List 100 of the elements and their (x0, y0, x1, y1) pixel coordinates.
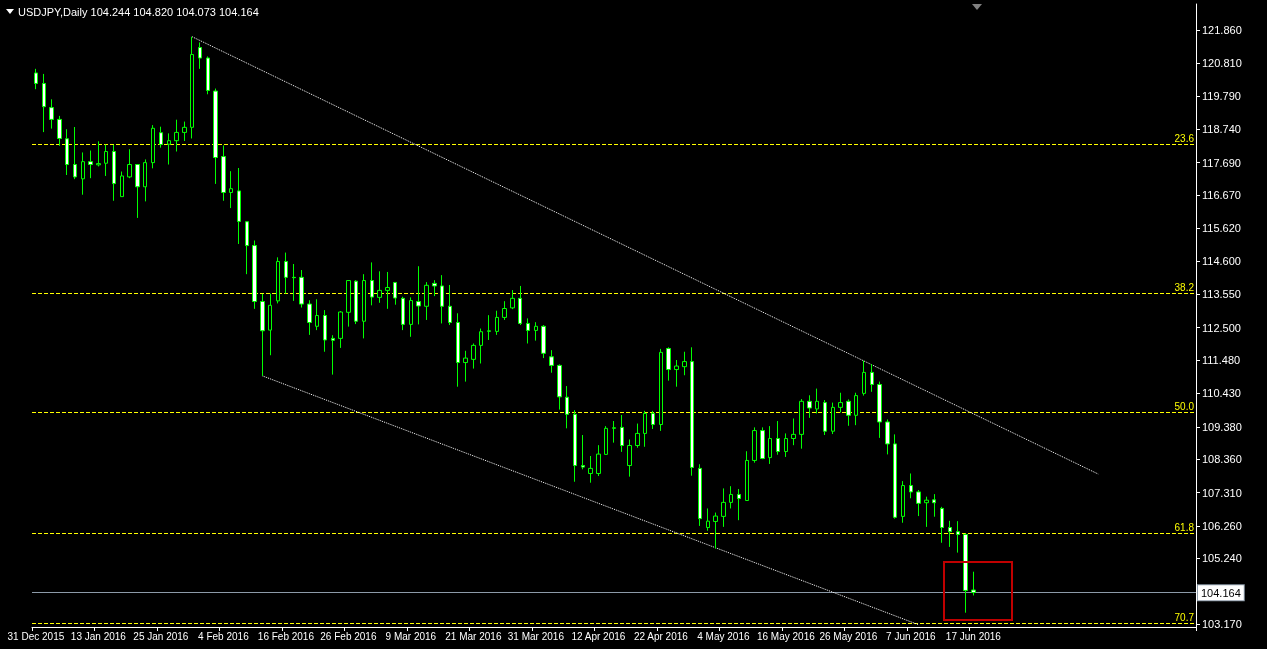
x-tick-label: 16 May 2016 (756, 630, 816, 642)
candlestick (854, 392, 858, 426)
candlestick (34, 68, 38, 90)
candlestick (948, 520, 952, 548)
candlestick (315, 298, 319, 331)
y-tick-label: 121.860 (1202, 24, 1242, 37)
candlestick (245, 221, 249, 275)
candlestick (88, 150, 93, 179)
candlestick (190, 36, 194, 139)
candlestick (776, 420, 780, 456)
x-tick-label: 21 Mar 2016 (445, 630, 502, 642)
candlestick (416, 265, 421, 325)
candlestick (401, 296, 405, 331)
y-tick-label: 108.360 (1202, 453, 1242, 466)
candlestick (846, 398, 851, 427)
candlestick (346, 280, 351, 328)
x-tick-label: 26 Feb 2016 (320, 630, 377, 642)
candlestick (643, 410, 647, 448)
candlestick (104, 143, 108, 177)
candlestick (331, 334, 335, 376)
candlestick (213, 88, 218, 185)
candlestick (448, 284, 452, 326)
candlestick (690, 346, 694, 477)
candlestick (237, 167, 241, 245)
candlestick (893, 433, 897, 520)
candlestick (112, 144, 116, 202)
candlestick (276, 256, 280, 304)
candlestick (737, 488, 741, 521)
candlestick (338, 310, 343, 349)
candlestick (479, 328, 483, 364)
candlestick (666, 346, 671, 382)
candlestick (354, 279, 358, 325)
candlestick (143, 158, 147, 202)
candlestick (206, 55, 210, 95)
candlestick (440, 274, 444, 324)
candlestick (167, 132, 171, 166)
candlestick (557, 363, 562, 411)
candlestick (370, 261, 374, 306)
annotation: 50.0 (1174, 400, 1195, 412)
candlestick (81, 151, 85, 196)
candlestick (706, 507, 710, 532)
candlestick (549, 349, 554, 374)
candlestick (596, 444, 601, 477)
candlestick (698, 463, 702, 527)
candlestick (182, 121, 187, 142)
candlestick (815, 388, 819, 414)
candlestick (682, 351, 687, 376)
x-tick-label: 9 Mar 2016 (385, 630, 437, 642)
candlestick (909, 472, 913, 499)
candlestick (604, 425, 608, 455)
candlestick (510, 289, 515, 310)
candlestick (495, 310, 499, 336)
candlestick (432, 279, 437, 297)
x-tick-label: 12 Apr 2016 (571, 630, 626, 642)
candlestick (424, 281, 429, 321)
candlestick (635, 423, 640, 449)
candlestick (307, 299, 312, 336)
candlestick (299, 269, 304, 309)
candlestick (674, 359, 679, 388)
candlestick (862, 360, 866, 397)
y-tick-label: 118.740 (1202, 123, 1241, 136)
y-tick-label: 116.670 (1202, 189, 1241, 202)
candlestick (791, 417, 796, 446)
candlestick (393, 281, 397, 306)
candlestick (456, 312, 460, 388)
y-tick-label: 114.600 (1202, 254, 1241, 267)
candlestick (463, 350, 468, 383)
y-tick-label: 109.380 (1202, 420, 1242, 433)
candlestick (198, 41, 202, 70)
candlestick (541, 324, 546, 359)
x-tick-label: 26 May 2016 (819, 630, 878, 642)
candlestick (799, 398, 804, 450)
candlestick (932, 493, 936, 518)
candlestick (159, 126, 163, 149)
candlestick (96, 140, 101, 167)
candlestick (526, 317, 530, 344)
candlestick (877, 381, 882, 439)
candlestick (760, 426, 765, 460)
y-tick-label: 103.170 (1202, 618, 1242, 631)
x-tick-label: 31 Dec 2015 (7, 630, 65, 642)
candlestick (151, 124, 155, 169)
candlestick (971, 571, 976, 596)
annotation: 38.2 (1174, 281, 1195, 293)
candlestick (627, 438, 632, 478)
candlestick (135, 164, 140, 219)
candlestick (120, 171, 124, 198)
candlestick (174, 119, 179, 152)
candlestick (65, 128, 69, 176)
chart-title: USDJPY,Daily 104.244 104.820 104.073 104.164 (18, 5, 259, 18)
candlestick (823, 399, 827, 436)
x-tick-label: 13 Jan 2016 (70, 630, 127, 642)
candlestick (659, 348, 663, 432)
x-tick-label: 4 Feb 2016 (198, 630, 250, 642)
candlestick (768, 425, 772, 465)
candlestick (518, 285, 522, 326)
candlestick (885, 418, 890, 455)
candlestick (42, 73, 46, 133)
candlestick (870, 363, 874, 393)
candlestick (963, 533, 968, 614)
annotation: 23.6 (1174, 132, 1195, 144)
